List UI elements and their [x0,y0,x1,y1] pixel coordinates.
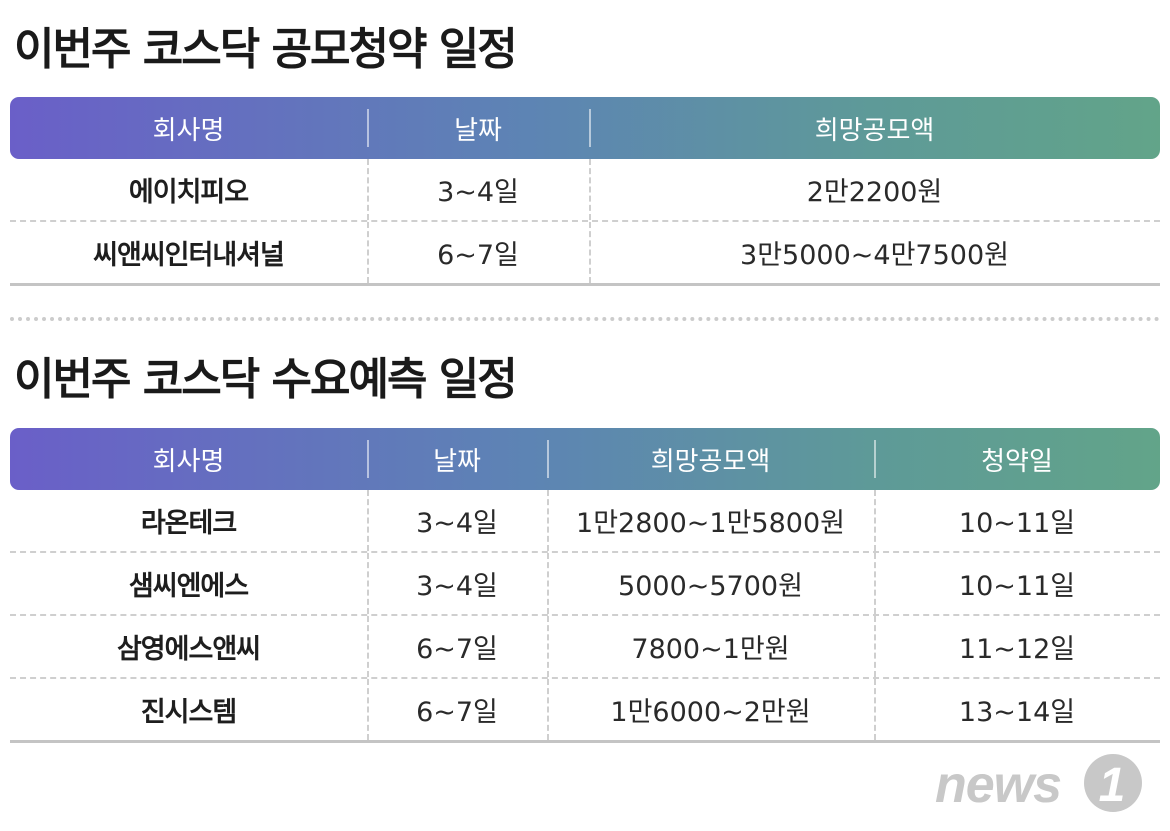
subscription-date-cell: 10~11일 [874,553,1160,614]
table-header: 회사명 날짜 희망공모액 청약일 [10,428,1160,490]
logo-mark: 1 [1099,759,1126,812]
news1-logo-icon: news 1 [935,754,1142,814]
header-price: 희망공모액 [589,97,1160,159]
header-date: 날짜 [367,428,547,490]
table-row: 에이치피오 3~4일 2만2200원 [10,159,1160,222]
date-cell: 3~4일 [367,159,589,220]
company-name: 에이치피오 [128,177,249,208]
company-name: 진시스템 [140,697,237,728]
section-divider [10,317,1160,321]
price-cell: 5000~5700원 [547,553,874,614]
header-subscription-date: 청약일 [874,428,1160,490]
logo-text: news [935,756,1061,814]
header-date: 날짜 [367,97,589,159]
company-name: 샘씨엔에스 [128,571,249,602]
ipo-subscription-table: 회사명 날짜 희망공모액 에이치피오 3~4일 2만2200원 씨앤씨인터내셔널… [10,97,1160,286]
header-price: 희망공모액 [547,428,874,490]
company-name: 삼영에스앤씨 [116,634,261,665]
price-cell: 2만2200원 [589,159,1160,220]
date-cell: 6~7일 [367,616,547,677]
subscription-date-cell: 13~14일 [874,679,1160,740]
section1-title: 이번주 코스닥 공모청약 일정 [14,24,518,75]
table-row: 진시스템 6~7일 1만6000~2만원 13~14일 [10,679,1160,743]
table-row: 씨앤씨인터내셔널 6~7일 3만5000~4만7500원 [10,222,1160,286]
header-company: 회사명 [152,115,225,146]
header-company: 회사명 [152,446,225,477]
date-cell: 6~7일 [367,679,547,740]
table-row: 라온테크 3~4일 1만2800~1만5800원 10~11일 [10,490,1160,553]
company-name: 라온테크 [140,508,237,539]
subscription-date-cell: 10~11일 [874,490,1160,551]
price-cell: 1만6000~2만원 [547,679,874,740]
date-cell: 3~4일 [367,490,547,551]
price-cell: 1만2800~1만5800원 [547,490,874,551]
price-cell: 7800~1만원 [547,616,874,677]
date-cell: 6~7일 [367,222,589,283]
section2-title: 이번주 코스닥 수요예측 일정 [14,354,518,405]
table-row: 삼영에스앤씨 6~7일 7800~1만원 11~12일 [10,616,1160,679]
company-name: 씨앤씨인터내셔널 [93,240,285,271]
price-cell: 3만5000~4만7500원 [589,222,1160,283]
date-cell: 3~4일 [367,553,547,614]
demand-forecast-table: 회사명 날짜 희망공모액 청약일 라온테크 3~4일 1만2800~1만5800… [10,428,1160,743]
table-row: 샘씨엔에스 3~4일 5000~5700원 10~11일 [10,553,1160,616]
subscription-date-cell: 11~12일 [874,616,1160,677]
table-header: 회사명 날짜 희망공모액 [10,97,1160,159]
